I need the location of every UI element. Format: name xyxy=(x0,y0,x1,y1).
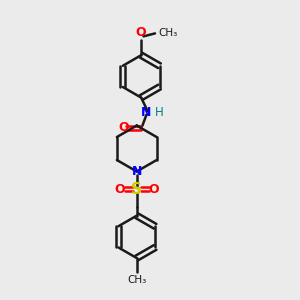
Text: H: H xyxy=(155,106,164,119)
Text: N: N xyxy=(132,165,142,178)
Text: S: S xyxy=(131,182,142,197)
Text: CH₃: CH₃ xyxy=(159,28,178,38)
Text: CH₃: CH₃ xyxy=(127,275,146,285)
Text: O: O xyxy=(148,183,159,196)
Text: N: N xyxy=(141,106,152,119)
Text: O: O xyxy=(118,121,129,134)
Text: O: O xyxy=(114,183,125,196)
Text: O: O xyxy=(136,26,146,39)
